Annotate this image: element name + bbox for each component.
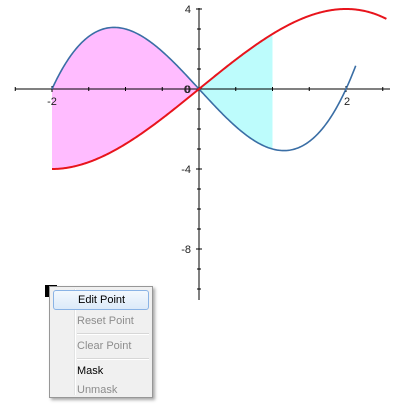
x-tick-label-neg2: -2 <box>47 96 57 108</box>
x-tick-label-2: 2 <box>344 96 350 108</box>
y-tick-label-neg4: -4 <box>181 164 191 176</box>
red-curve[interactable] <box>51 7 387 170</box>
menu-item-edit-point[interactable]: Edit Point <box>53 290 149 310</box>
menu-separator <box>77 333 149 335</box>
menu-item-clear-point[interactable]: Clear Point <box>77 340 132 352</box>
menu-separator <box>77 358 149 360</box>
cyan-shaded-region <box>199 34 273 149</box>
menu-icon-gutter <box>74 289 76 395</box>
menu-item-mask[interactable]: Mask <box>77 365 104 377</box>
y-tick-label-neg8: -8 <box>181 244 191 256</box>
y-tick-label-0: 0 <box>185 84 191 96</box>
magenta-shaded-region <box>52 27 199 170</box>
menu-item-reset-point[interactable]: Reset Point <box>77 315 134 327</box>
x-tick-label-0: 0 <box>184 84 190 96</box>
context-menu: Edit Point Reset Point Clear Point Mask … <box>49 286 153 398</box>
y-tick-label-4: 4 <box>185 4 191 16</box>
menu-item-unmask[interactable]: Unmask <box>77 384 118 396</box>
axis-ticks <box>14 8 384 290</box>
blue-curve[interactable] <box>51 26 357 152</box>
